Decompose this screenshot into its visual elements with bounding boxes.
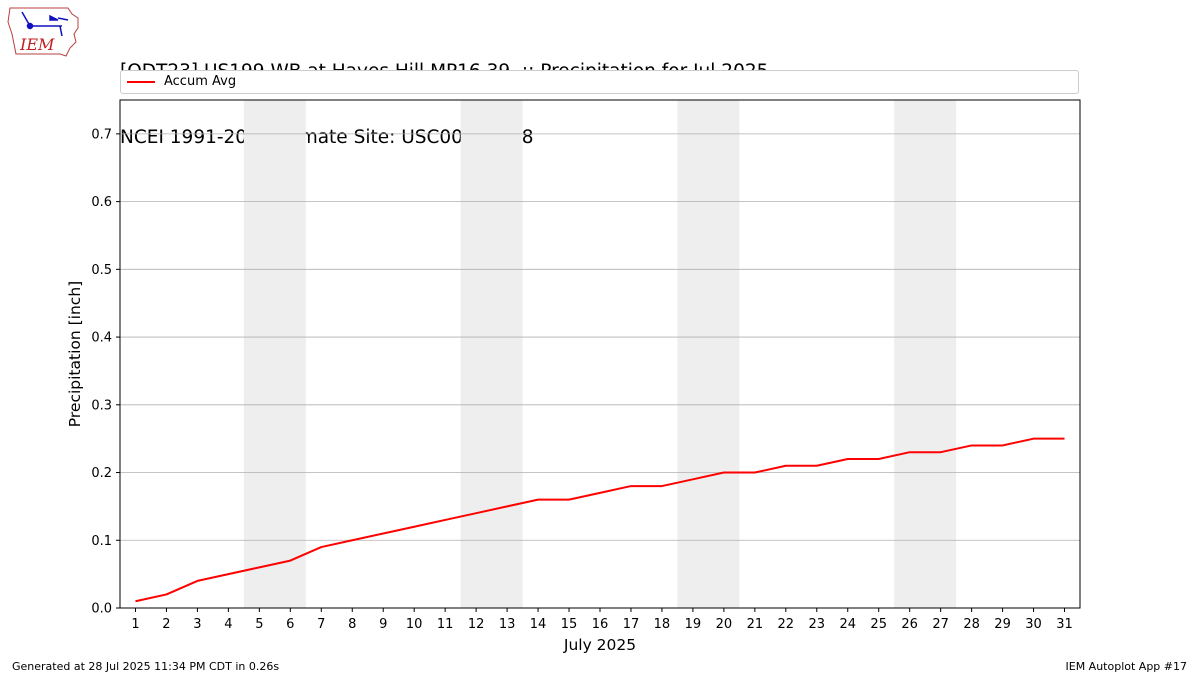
x-tick-label-5: 6 bbox=[286, 617, 294, 632]
y-tick-label-6: 0.6 bbox=[91, 195, 112, 210]
iowa-outline-icon bbox=[7, 7, 79, 57]
x-tick-label-10: 11 bbox=[437, 617, 454, 632]
x-tick-label-26: 27 bbox=[932, 617, 949, 632]
x-tick-label-23: 24 bbox=[839, 617, 856, 632]
x-tick-label-14: 15 bbox=[561, 617, 578, 632]
x-tick-label-15: 16 bbox=[592, 617, 609, 632]
x-tick-label-24: 25 bbox=[870, 617, 887, 632]
y-axis-label: Precipitation [inch] bbox=[66, 281, 84, 427]
x-tick-label-21: 22 bbox=[778, 617, 795, 632]
x-tick-label-18: 19 bbox=[685, 617, 702, 632]
x-tick-label-16: 17 bbox=[623, 617, 640, 632]
x-axis-label: July 2025 bbox=[563, 636, 636, 654]
y-tick-label-2: 0.2 bbox=[91, 466, 112, 481]
y-tick-label-1: 0.1 bbox=[91, 534, 112, 549]
x-tick-label-9: 10 bbox=[406, 617, 423, 632]
x-tick-label-13: 14 bbox=[530, 617, 547, 632]
x-tick-label-22: 23 bbox=[809, 617, 826, 632]
x-tick-label-29: 30 bbox=[1025, 617, 1042, 632]
y-tick-label-4: 0.4 bbox=[91, 331, 112, 346]
x-tick-label-6: 7 bbox=[317, 617, 325, 632]
x-tick-label-11: 12 bbox=[468, 617, 485, 632]
weekend-band-0 bbox=[243, 100, 306, 608]
x-tick-label-8: 9 bbox=[379, 617, 387, 632]
x-tick-label-4: 5 bbox=[255, 617, 263, 632]
logo-text: IEM bbox=[19, 35, 55, 54]
weekend-band-1 bbox=[460, 100, 523, 608]
x-tick-label-30: 31 bbox=[1056, 617, 1073, 632]
x-tick-label-17: 18 bbox=[654, 617, 671, 632]
footer-generated-text: Generated at 28 Jul 2025 11:34 PM CDT in… bbox=[12, 660, 280, 673]
weekend-band-2 bbox=[677, 100, 740, 608]
legend-swatch-accum-avg bbox=[127, 81, 155, 83]
x-tick-label-1: 2 bbox=[162, 617, 170, 632]
series-line-accum-avg bbox=[135, 437, 1065, 603]
x-tick-label-27: 28 bbox=[963, 617, 980, 632]
x-tick-label-20: 21 bbox=[747, 617, 764, 632]
x-tick-label-2: 3 bbox=[193, 617, 201, 632]
weather-station-icon bbox=[21, 11, 69, 37]
footer-app-label: IEM Autoplot App #17 bbox=[1065, 660, 1188, 673]
y-tick-label-3: 0.3 bbox=[91, 398, 112, 413]
x-tick-label-19: 20 bbox=[716, 617, 733, 632]
x-tick-label-0: 1 bbox=[131, 617, 139, 632]
y-tick-label-0: 0.0 bbox=[91, 602, 112, 617]
x-tick-label-28: 29 bbox=[994, 617, 1011, 632]
x-tick-label-25: 26 bbox=[901, 617, 918, 632]
chart-legend: Accum Avg bbox=[120, 70, 1079, 94]
x-tick-label-12: 13 bbox=[499, 617, 516, 632]
y-tick-label-5: 0.5 bbox=[91, 263, 112, 278]
legend-label-accum-avg: Accum Avg bbox=[164, 74, 237, 89]
weekend-band-3 bbox=[894, 100, 957, 608]
x-tick-label-3: 4 bbox=[224, 617, 232, 632]
y-tick-label-7: 0.7 bbox=[91, 127, 112, 142]
x-tick-label-7: 8 bbox=[348, 617, 356, 632]
iem-logo: IEM bbox=[7, 7, 79, 57]
